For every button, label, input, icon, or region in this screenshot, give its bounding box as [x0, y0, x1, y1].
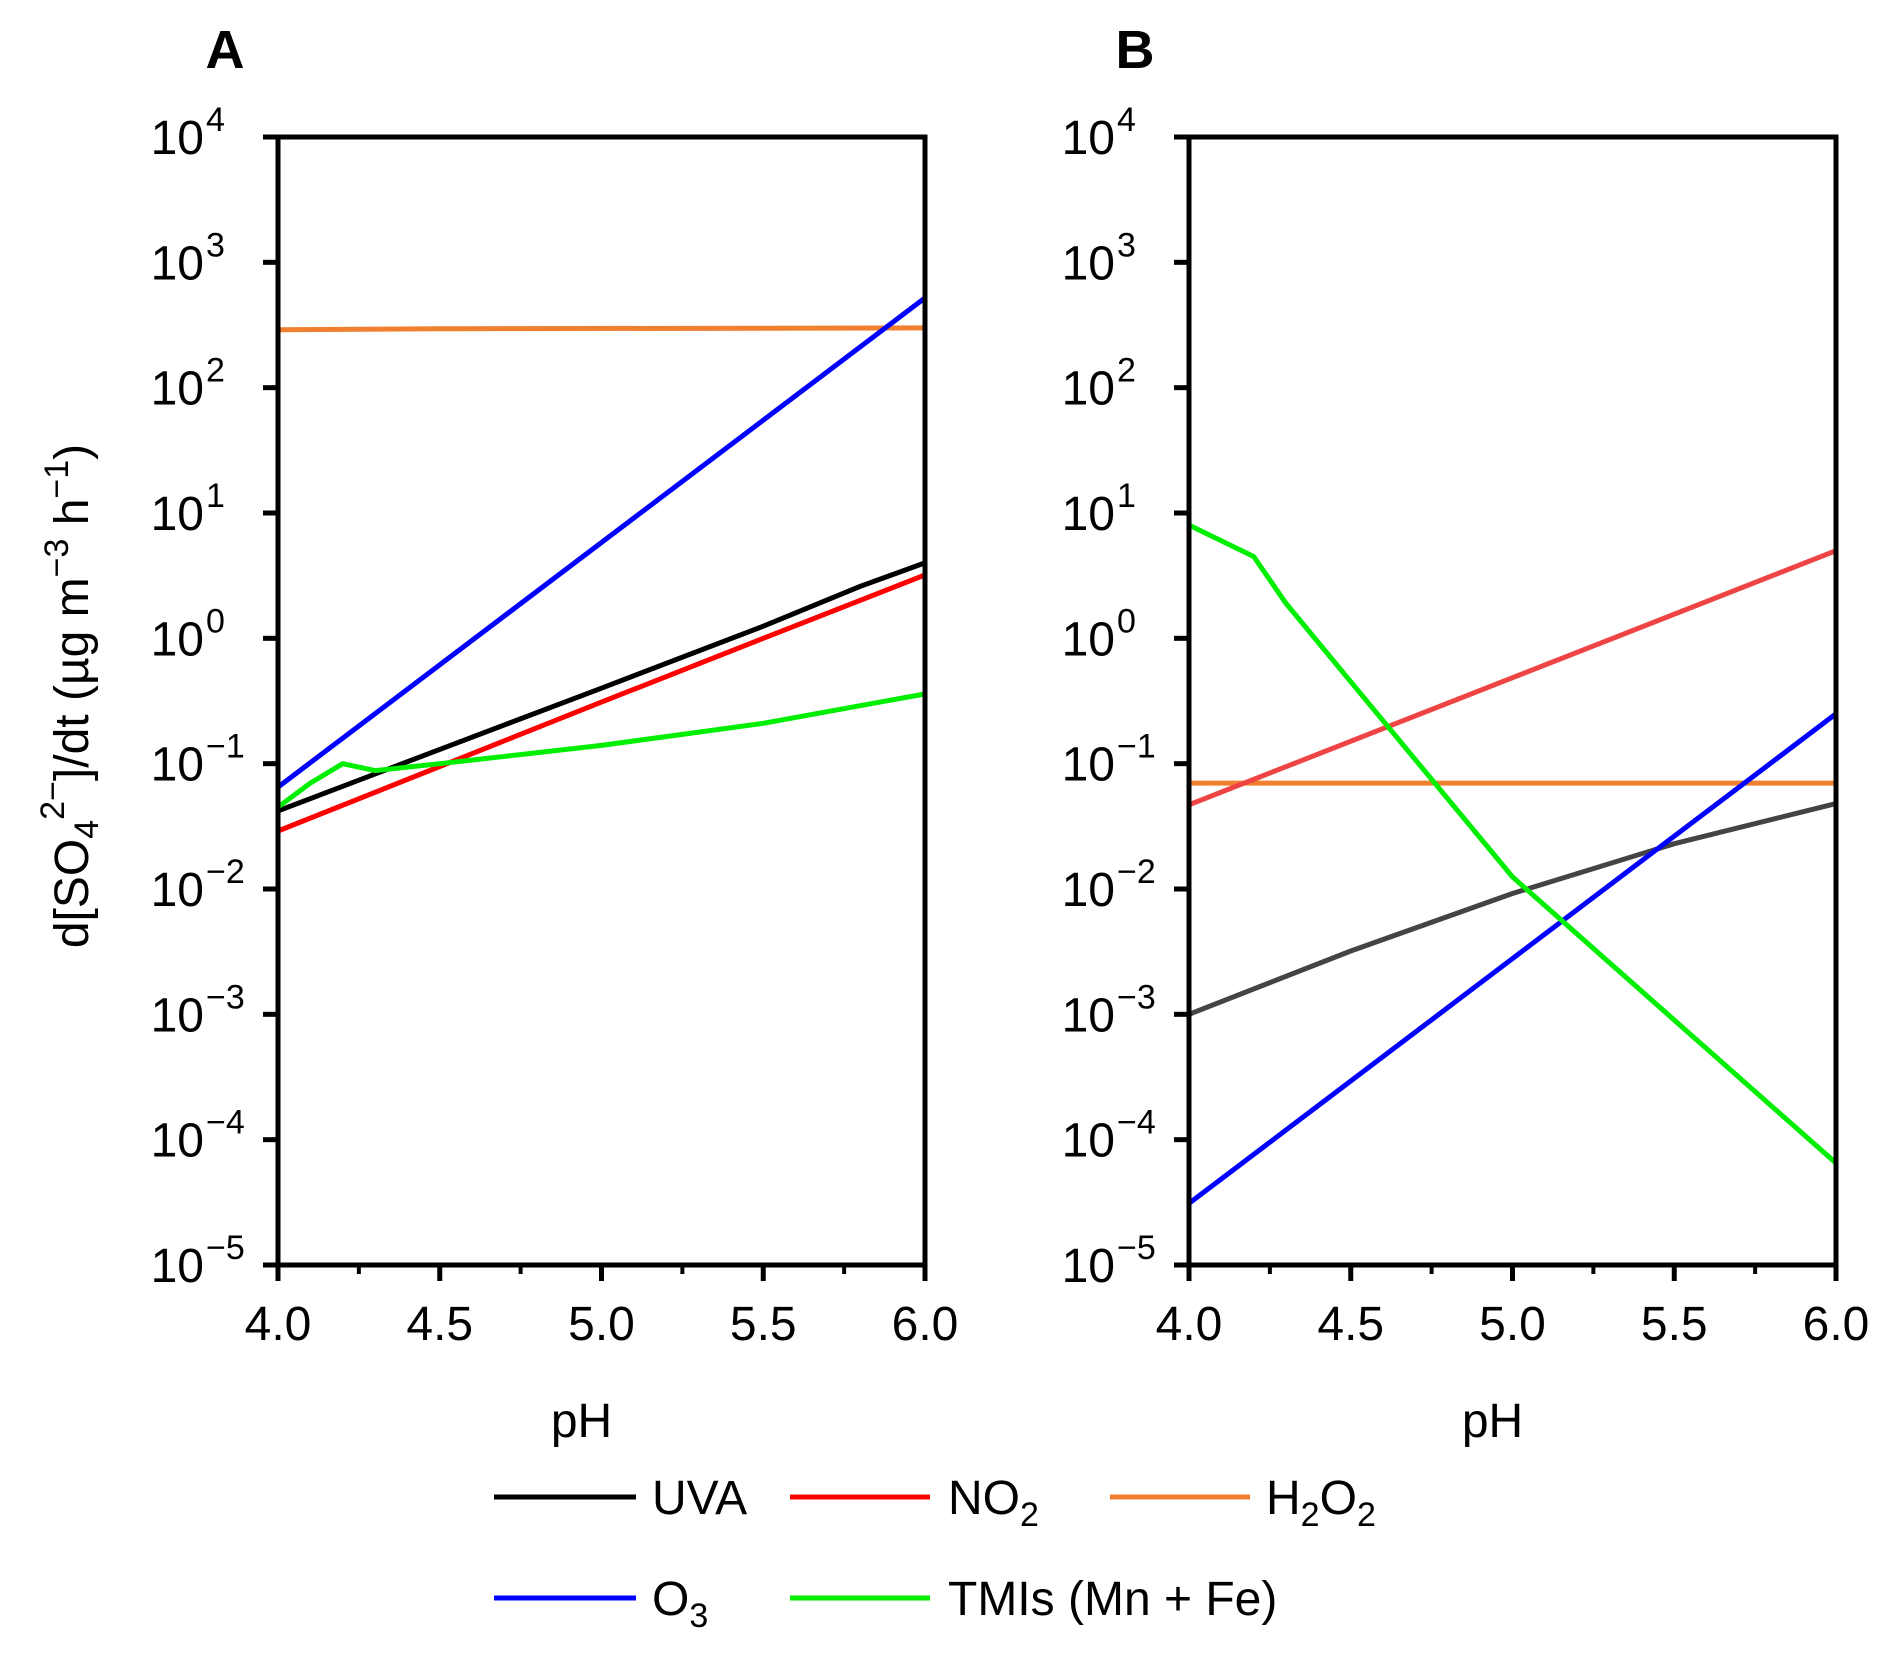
series-line-uva: [278, 560, 925, 814]
y-tick-exponent: −2: [206, 853, 245, 891]
y-tick-label: 10: [151, 237, 204, 290]
y-tick-label: 10: [151, 739, 204, 792]
y-tick-label: 10: [1062, 739, 1115, 792]
y-tick-label: 10: [1062, 864, 1115, 917]
x-tick-label: 5.0: [1479, 1298, 1546, 1351]
y-tick-label: 10: [1062, 989, 1115, 1042]
x-axis-label: pH: [1462, 1395, 1523, 1448]
legend-label-tmis: TMIs (Mn + Fe): [948, 1573, 1277, 1626]
series-group: [278, 295, 925, 834]
y-tick-label: 10: [1062, 1240, 1115, 1293]
series-group: [1189, 522, 1836, 1206]
y-tick-label: 10: [1062, 488, 1115, 541]
y-tick-exponent: −3: [206, 978, 245, 1016]
y-tick-label: 10: [151, 112, 204, 165]
series-line-no2: [1189, 548, 1836, 808]
y-tick-label: 10: [151, 864, 204, 917]
series-line-o3: [278, 295, 925, 790]
y-tick-label: 10: [151, 363, 204, 416]
series-line-no2: [278, 572, 925, 834]
y-tick-label: 10: [1062, 1115, 1115, 1168]
legend-label-no2: NO2: [948, 1472, 1039, 1534]
x-tick-label: 6.0: [892, 1298, 959, 1351]
legend-label-h2o2: H2O2: [1266, 1472, 1376, 1534]
y-tick-exponent: 0: [1117, 602, 1136, 640]
y-tick-exponent: 2: [206, 352, 225, 390]
x-tick-label: 6.0: [1803, 1298, 1870, 1351]
x-tick-label: 4.0: [1156, 1298, 1223, 1351]
series-line-tmis: [278, 691, 925, 810]
y-tick-exponent: 4: [1117, 101, 1136, 139]
x-axis-label: pH: [551, 1395, 612, 1448]
y-tick-exponent: −4: [1117, 1104, 1156, 1142]
x-tick-label: 5.5: [1641, 1298, 1708, 1351]
legend: UVA NO2 H2O2 O3 TMIs (Mn + Fe): [494, 1472, 1376, 1635]
series-line-tmis: [1189, 522, 1836, 1165]
x-tick-label: 4.0: [245, 1298, 312, 1351]
y-tick-label: 10: [1062, 112, 1115, 165]
y-tick-exponent: 4: [206, 101, 225, 139]
y-tick-exponent: −4: [206, 1104, 245, 1142]
y-tick-exponent: −3: [1117, 978, 1156, 1016]
plot-frame: [1186, 134, 1839, 1268]
legend-label-uva: UVA: [652, 1472, 747, 1525]
y-tick-exponent: 1: [1117, 477, 1136, 515]
y-tick-exponent: −5: [206, 1229, 245, 1267]
y-tick-label: 10: [151, 1240, 204, 1293]
y-tick-exponent: −1: [1117, 728, 1156, 766]
y-tick-label: 10: [1062, 237, 1115, 290]
y-tick-label: 10: [1062, 613, 1115, 666]
y-tick-label: 10: [151, 613, 204, 666]
series-line-h2o2: [278, 325, 925, 333]
panel-label: A: [206, 20, 245, 80]
y-tick-label: 10: [151, 989, 204, 1042]
y-tick-exponent: 0: [206, 602, 225, 640]
y-tick-exponent: 2: [1117, 352, 1136, 390]
x-tick-label: 4.5: [406, 1298, 473, 1351]
x-tick-label: 5.5: [730, 1298, 797, 1351]
y-tick-exponent: 3: [1117, 226, 1136, 264]
y-tick-exponent: −1: [206, 728, 245, 766]
series-line-o3: [1189, 711, 1836, 1206]
x-tick-label: 4.5: [1317, 1298, 1384, 1351]
y-tick-exponent: −5: [1117, 1229, 1156, 1267]
y-tick-exponent: 3: [206, 226, 225, 264]
legend-label-o3: O3: [652, 1573, 708, 1635]
y-tick-label: 10: [1062, 363, 1115, 416]
y-tick-label: 10: [151, 1115, 204, 1168]
y-tick-label: 10: [151, 488, 204, 541]
x-tick-label: 5.0: [568, 1298, 635, 1351]
panel-label: B: [1116, 20, 1155, 80]
y-axis-label: d[SO42−]/dt (µg m−3 h−1): [34, 444, 106, 948]
y-tick-exponent: −2: [1117, 853, 1156, 891]
series-line-uva: [1189, 801, 1836, 1017]
y-tick-exponent: 1: [206, 477, 225, 515]
